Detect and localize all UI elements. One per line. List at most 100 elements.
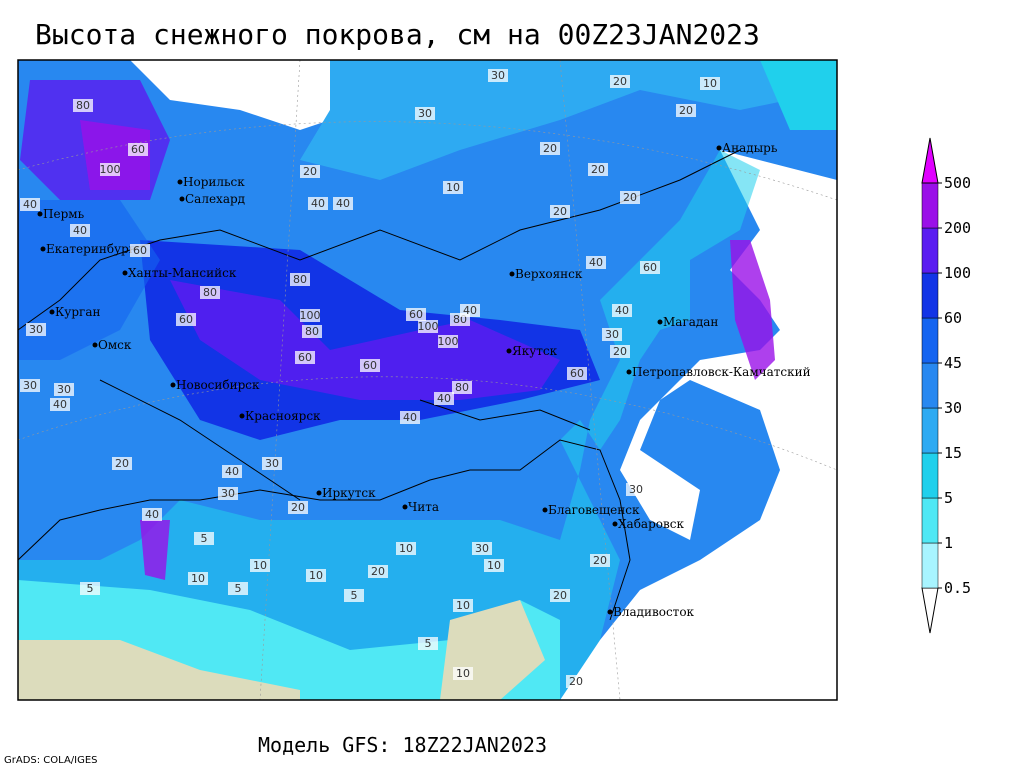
contour-label-bg bbox=[676, 104, 696, 117]
contour-label: 20 bbox=[569, 675, 583, 688]
city-label: Омск bbox=[98, 338, 132, 352]
city-dot bbox=[49, 309, 55, 315]
city-label: Хабаровск bbox=[618, 517, 684, 531]
colorbar-label: 100 bbox=[944, 264, 971, 282]
contour-label: 20 bbox=[291, 501, 305, 514]
contour-label: 80 bbox=[293, 273, 307, 286]
contour-label: 30 bbox=[57, 383, 71, 396]
contour-label-bg bbox=[300, 165, 320, 178]
contour-label: 40 bbox=[311, 197, 325, 210]
contour-label: 20 bbox=[591, 163, 605, 176]
contour-label-bg bbox=[188, 572, 208, 585]
contour-label: 60 bbox=[179, 313, 193, 326]
contour-label: 20 bbox=[623, 191, 637, 204]
contour-label: 40 bbox=[403, 411, 417, 424]
contour-label: 30 bbox=[265, 457, 279, 470]
contour-label: 60 bbox=[133, 244, 147, 257]
contour-label-bg bbox=[443, 181, 463, 194]
contour-label: 60 bbox=[131, 143, 145, 156]
city-label: Магадан bbox=[663, 315, 718, 329]
city-label: Якутск bbox=[512, 344, 558, 358]
contour-label-bg bbox=[396, 542, 416, 555]
colorbar-band bbox=[921, 362, 939, 409]
contour-label-bg bbox=[400, 411, 420, 424]
contour-label: 40 bbox=[615, 304, 629, 317]
contour-label: 30 bbox=[605, 328, 619, 341]
contour-label: 20 bbox=[613, 345, 627, 358]
contour-label: 20 bbox=[303, 165, 317, 178]
contour-label-bg bbox=[222, 465, 242, 478]
contour-label: 60 bbox=[409, 308, 423, 321]
credit: GrADS: COLA/IGES bbox=[4, 755, 98, 766]
contour-label: 100 bbox=[300, 309, 321, 322]
contour-label: 20 bbox=[593, 554, 607, 567]
city-label: Владивосток bbox=[613, 605, 695, 619]
city-label: Петропавловск-Камчатский bbox=[632, 365, 811, 379]
contour-label: 100 bbox=[100, 163, 121, 176]
contour-label-bg bbox=[308, 197, 328, 210]
contour-label-bg bbox=[250, 559, 270, 572]
contour-label-bg bbox=[20, 379, 40, 392]
title: Высота снежного покрова, см на 00Z23JAN2… bbox=[35, 18, 760, 51]
contour-label-bg bbox=[302, 325, 322, 338]
city-dot bbox=[716, 145, 722, 151]
city-dot bbox=[170, 382, 176, 388]
contour-label: 10 bbox=[191, 572, 205, 585]
contour-label-bg bbox=[540, 142, 560, 155]
contour-label: 80 bbox=[305, 325, 319, 338]
colorbar-label: 1 bbox=[944, 534, 953, 552]
contour-label-bg bbox=[567, 367, 587, 380]
contour-label-bg bbox=[590, 554, 610, 567]
contour-label-bg bbox=[333, 197, 353, 210]
contour-label-bg bbox=[344, 589, 364, 602]
colorbar-band bbox=[921, 182, 939, 229]
contour-label: 5 bbox=[201, 532, 208, 545]
city-dot bbox=[402, 504, 408, 510]
contour-label: 40 bbox=[73, 224, 87, 237]
contour-label: 10 bbox=[487, 559, 501, 572]
contour-label: 40 bbox=[463, 304, 477, 317]
contour-label-bg bbox=[288, 501, 308, 514]
contour-label: 80 bbox=[76, 99, 90, 112]
contour-label: 80 bbox=[203, 286, 217, 299]
contour-label: 40 bbox=[589, 256, 603, 269]
city-dot bbox=[179, 196, 185, 202]
city-label: Благовещенск bbox=[548, 503, 640, 517]
city-label: Норильск bbox=[183, 175, 245, 189]
contour-label-bg bbox=[176, 313, 196, 326]
contour-label: 5 bbox=[351, 589, 358, 602]
contour-label: 30 bbox=[29, 323, 43, 336]
colorbar-label: 500 bbox=[944, 174, 971, 192]
contour-label-bg bbox=[80, 582, 100, 595]
contour-label: 40 bbox=[336, 197, 350, 210]
colorbar-band bbox=[921, 407, 939, 454]
contour-label: 40 bbox=[225, 465, 239, 478]
contour-label-bg bbox=[610, 345, 630, 358]
colorbar-label: 5 bbox=[944, 489, 953, 507]
contour-label-bg bbox=[550, 589, 570, 602]
city-dot bbox=[626, 369, 632, 375]
contour-label-bg bbox=[262, 457, 282, 470]
contour-label: 10 bbox=[446, 181, 460, 194]
contour-label: 10 bbox=[456, 667, 470, 680]
contour-label: 20 bbox=[115, 457, 129, 470]
city-dot bbox=[506, 348, 512, 354]
colorbar-label: 0.5 bbox=[944, 579, 971, 597]
contour-label: 20 bbox=[553, 205, 567, 218]
contour-label: 5 bbox=[87, 582, 94, 595]
city-label: Новосибирск bbox=[176, 378, 260, 392]
contour-label-bg bbox=[415, 107, 435, 120]
contour-label: 10 bbox=[309, 569, 323, 582]
contour-label: 60 bbox=[570, 367, 584, 380]
city-label: Ханты-Мансийск bbox=[128, 266, 237, 280]
colorbar-band bbox=[921, 542, 939, 589]
contour-label: 30 bbox=[221, 487, 235, 500]
contour-label: 20 bbox=[679, 104, 693, 117]
contour-label-bg bbox=[418, 320, 438, 333]
contour-label-bg bbox=[50, 398, 70, 411]
colorbar-end bbox=[921, 587, 939, 634]
city-label: Курган bbox=[55, 305, 100, 319]
city-label: Салехард bbox=[185, 192, 245, 206]
contour-label: 30 bbox=[23, 379, 37, 392]
